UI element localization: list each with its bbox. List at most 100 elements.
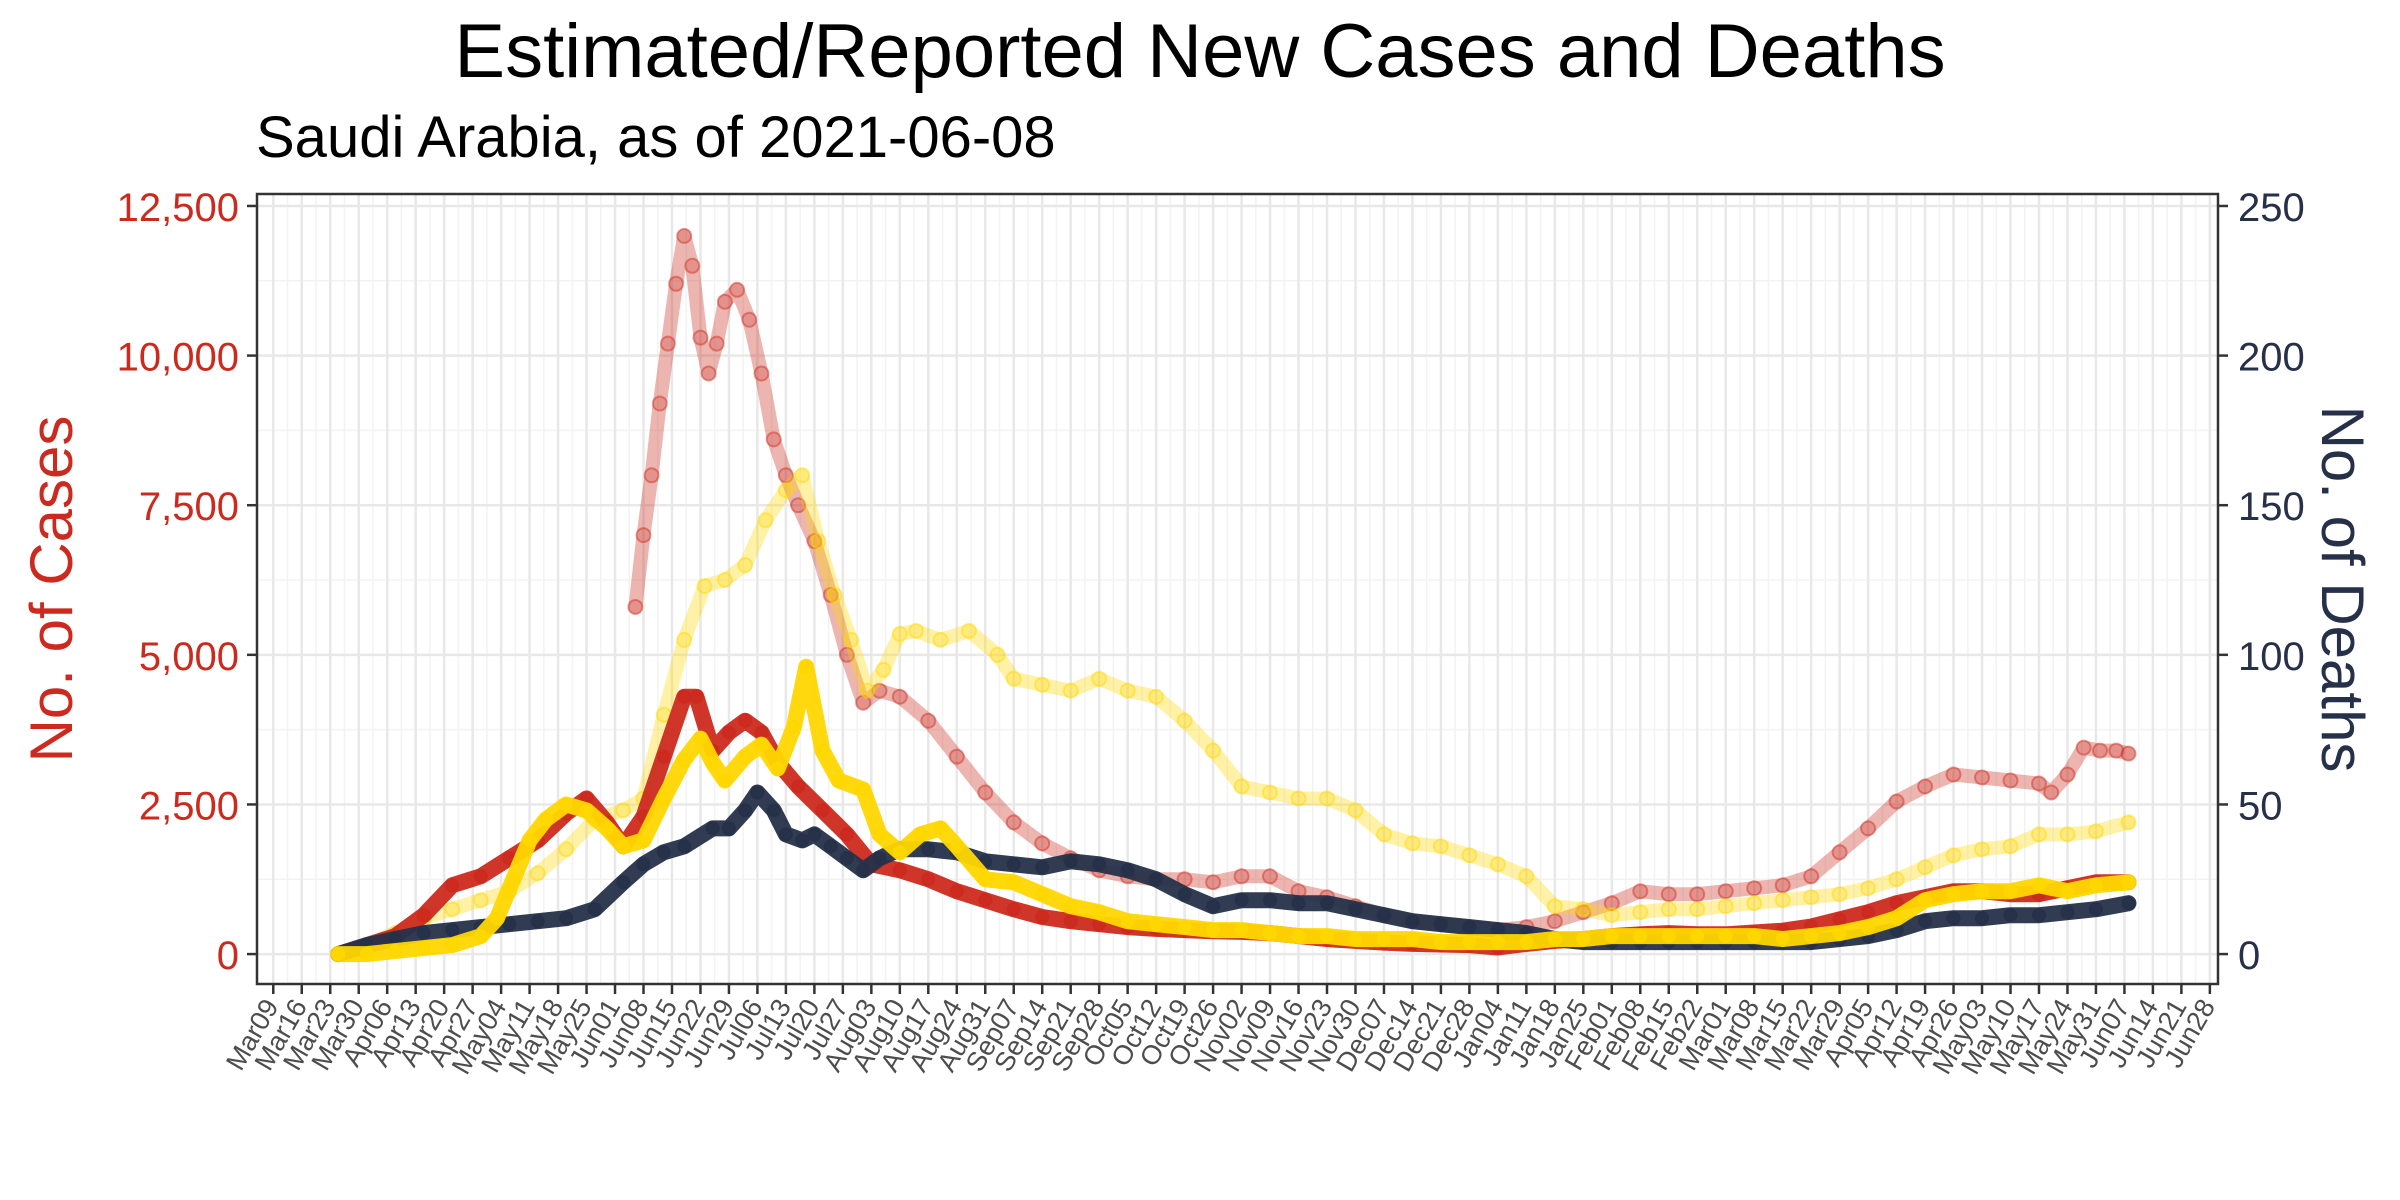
- data-point-deaths-smoothed: [807, 827, 822, 842]
- data-point-estimated-deaths: [1518, 868, 1535, 885]
- data-point-estimated-deaths: [1034, 676, 1051, 693]
- data-point-estimated-cases: [1689, 886, 1706, 903]
- data-point-reported-deaths: [1633, 929, 1648, 944]
- data-point-reported-deaths: [1120, 914, 1135, 929]
- data-point-reported-deaths: [799, 659, 814, 674]
- data-point-deaths-smoothed: [2121, 896, 2136, 911]
- data-point-estimated-cases: [1974, 769, 1990, 786]
- data-point-estimated-cases: [2075, 739, 2092, 756]
- data-point-estimated-cases: [2059, 766, 2076, 783]
- data-point-reported-deaths: [705, 755, 720, 770]
- data-point-reported-deaths: [1718, 929, 1733, 944]
- data-point-reported-cases: [689, 689, 704, 704]
- data-point-estimated-cases: [822, 587, 839, 603]
- data-point-estimated-deaths: [2002, 838, 2019, 855]
- data-point-estimated-cases: [668, 275, 685, 292]
- data-point-estimated-cases: [651, 395, 668, 412]
- data-point-reported-deaths: [445, 938, 460, 953]
- plot-border: [255, 192, 2220, 986]
- data-point-reported-deaths: [506, 872, 521, 887]
- data-point-reported-deaths: [872, 827, 887, 842]
- data-point-reported-cases: [473, 869, 488, 884]
- data-point-reported-deaths: [2003, 884, 2018, 899]
- data-point-deaths-smoothed: [2060, 905, 2075, 920]
- data-point-estimated-cases: [1717, 883, 1734, 900]
- data-point-estimated-cases: [627, 599, 644, 615]
- data-point-estimated-deaths: [1005, 670, 1022, 687]
- data-point-estimated-cases: [1888, 793, 1905, 810]
- data-point-estimated-deaths: [1660, 901, 1677, 918]
- data-point-deaths-smoothed: [2032, 908, 2046, 923]
- data-point-deaths-smoothed: [750, 785, 765, 800]
- chart-subtitle: Saudi Arabia, as of 2021-06-08: [256, 105, 1056, 170]
- data-point-estimated-cases: [765, 431, 782, 448]
- data-point-estimated-deaths: [1774, 892, 1791, 909]
- data-point-estimated-deaths: [1233, 778, 1250, 795]
- data-point-reported-cases: [921, 872, 936, 887]
- data-point-reported-deaths: [1263, 926, 1277, 941]
- data-point-estimated-cases: [1860, 820, 1877, 837]
- data-point-estimated-cases: [871, 682, 888, 699]
- data-point-reported-cases: [1006, 902, 1021, 917]
- data-point-reported-deaths: [693, 731, 708, 746]
- data-point-reported-cases: [978, 893, 993, 908]
- data-point-reported-deaths: [1433, 935, 1448, 950]
- data-point-deaths-smoothed: [1063, 854, 1078, 869]
- data-point-estimated-cases: [1945, 766, 1962, 783]
- data-point-estimated-deaths: [794, 467, 811, 484]
- data-point-reported-deaths: [1490, 935, 1505, 950]
- data-point-deaths-smoothed: [1918, 914, 1933, 929]
- data-point-reported-deaths: [1519, 935, 1534, 950]
- data-point-reported-deaths: [1405, 932, 1420, 947]
- data-point-estimated-deaths: [472, 892, 489, 909]
- data-point-estimated-deaths: [2120, 814, 2137, 831]
- data-point-estimated-deaths: [1432, 838, 1449, 855]
- data-point-deaths-smoothed: [2003, 908, 2018, 923]
- data-point-estimated-deaths: [1205, 742, 1222, 759]
- data-point-reported-cases: [1832, 912, 1847, 927]
- data-point-deaths-smoothed: [1291, 896, 1306, 911]
- data-point-deaths-smoothed: [839, 851, 854, 866]
- data-point-estimated-deaths: [529, 865, 546, 882]
- data-point-estimated-cases: [2120, 745, 2137, 762]
- data-point-reported-deaths: [1576, 932, 1591, 947]
- data-point-deaths-smoothed: [530, 914, 545, 929]
- data-point-reported-deaths: [677, 752, 692, 767]
- data-point-reported-deaths: [1035, 887, 1050, 902]
- data-point-reported-deaths: [717, 773, 732, 788]
- data-point-estimated-deaths: [1319, 790, 1335, 807]
- data-point-estimated-cases: [948, 748, 965, 765]
- data-point-estimated-cases: [1774, 877, 1791, 894]
- data-point-reported-deaths: [388, 944, 403, 959]
- data-point-estimated-deaths: [558, 841, 575, 858]
- data-point-estimated-cases: [2043, 784, 2060, 801]
- data-point-estimated-cases: [1575, 904, 1592, 921]
- data-point-deaths-smoothed: [1975, 911, 1989, 926]
- data-point-estimated-cases: [729, 281, 746, 298]
- data-point-reported-deaths: [1547, 932, 1562, 947]
- data-point-estimated-cases: [700, 365, 717, 382]
- data-point-deaths-smoothed: [856, 863, 871, 878]
- data-point-deaths-smoothed: [416, 926, 431, 941]
- data-point-reported-deaths: [331, 947, 346, 962]
- y2-axis-title: No. of Deaths: [2309, 406, 2376, 773]
- data-point-reported-deaths: [856, 782, 871, 797]
- data-point-reported-cases: [791, 779, 806, 794]
- y2-tick-label: 0: [2238, 934, 2260, 978]
- data-point-estimated-deaths: [1888, 871, 1905, 888]
- data-point-reported-deaths: [933, 821, 948, 836]
- series-line-estimated-deaths: [331, 468, 2136, 962]
- data-point-estimated-cases: [1262, 868, 1278, 885]
- data-point-estimated-deaths: [1603, 907, 1620, 924]
- data-point-estimated-cases: [741, 311, 758, 328]
- data-point-reported-cases: [949, 884, 964, 899]
- data-point-reported-deaths: [1291, 929, 1306, 944]
- data-point-estimated-deaths: [1176, 712, 1193, 729]
- data-point-estimated-deaths: [1376, 826, 1392, 843]
- data-point-deaths-smoothed: [1946, 911, 1961, 926]
- data-point-estimated-deaths: [1860, 880, 1877, 897]
- data-point-estimated-deaths: [826, 587, 843, 603]
- data-point-estimated-deaths: [1575, 901, 1592, 918]
- data-point-estimated-deaths: [737, 557, 754, 574]
- data-point-reported-deaths: [831, 773, 846, 788]
